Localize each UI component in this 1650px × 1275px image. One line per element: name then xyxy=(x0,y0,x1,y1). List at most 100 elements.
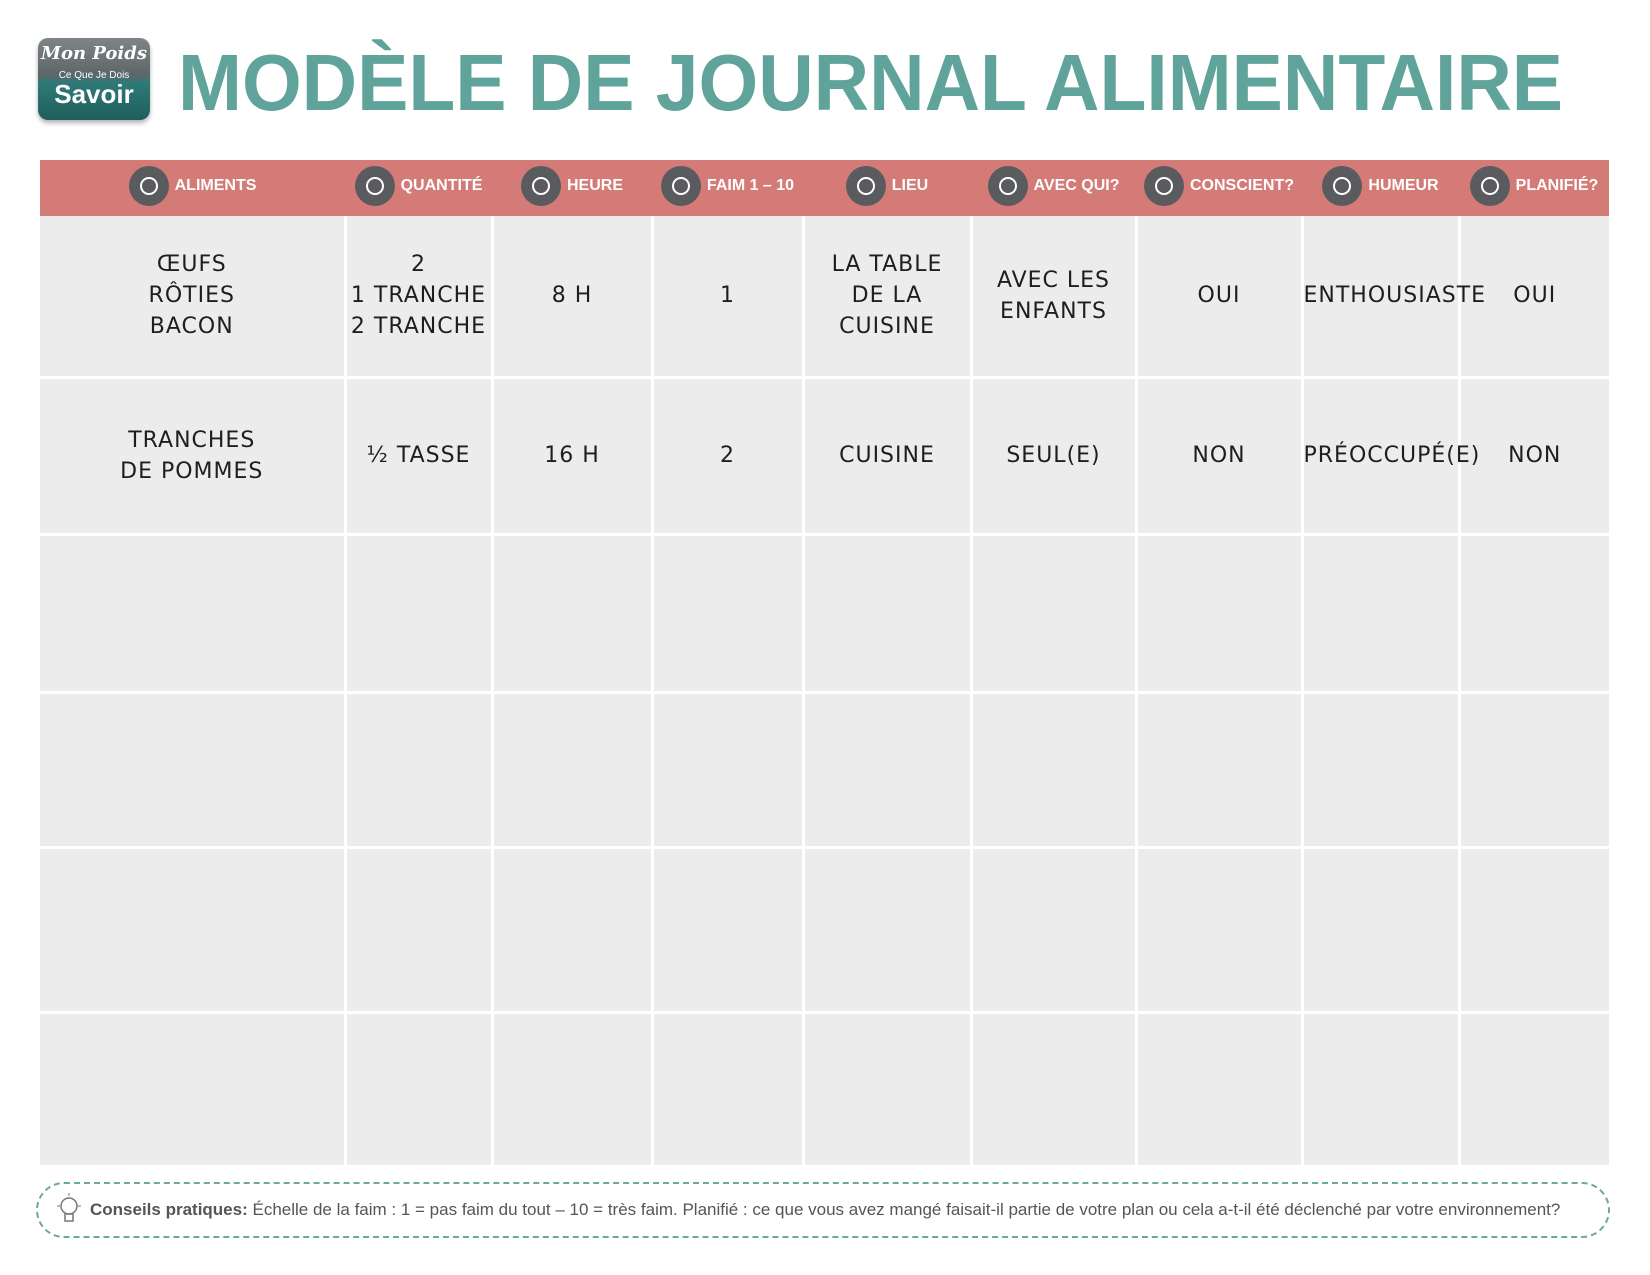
table-cell: 8 H xyxy=(490,216,654,379)
table-cell xyxy=(490,847,654,1014)
header-content: HEURE xyxy=(520,165,623,206)
table-body: ŒUFS RÔTIES BACON 2 1 TRANCHE 2 TRANCHE 8 … xyxy=(40,216,1609,1168)
table-cell: 1 xyxy=(650,216,805,379)
table-row: ŒUFS RÔTIES BACON 2 1 TRANCHE 2 TRANCHE 8 … xyxy=(40,216,1609,379)
table-cell xyxy=(490,1012,654,1168)
column-label: HUMEUR xyxy=(1368,176,1439,194)
table-cell: OUI xyxy=(1134,216,1304,379)
header-content: PLANIFIÉ? xyxy=(1469,165,1599,206)
column-header: QUANTITÉ xyxy=(345,160,492,216)
food-table: ALIMENTS QUANTITÉ HEURE FAIM 1 – 10 LIEU AVEC… xyxy=(40,160,1609,1168)
header-content: CONSCIENT? xyxy=(1144,165,1294,206)
logo-text: Ce Que Je Dois xyxy=(58,70,130,81)
column-icon xyxy=(1144,165,1184,206)
table-cell: PRÉOCCUPÉ(E) xyxy=(1300,377,1479,536)
table-cell xyxy=(969,534,1138,694)
table-cell xyxy=(40,847,347,1014)
table-cell xyxy=(650,692,805,849)
table-cell: 2 1 TRANCHE 2 TRANCHE xyxy=(343,216,494,379)
table-cell xyxy=(1134,692,1304,849)
column-label: QUANTITÉ xyxy=(400,176,483,194)
column-header: LIEU xyxy=(803,160,971,216)
table-cell: 16 H xyxy=(490,377,654,536)
column-header: FAIM 1 – 10 xyxy=(652,160,803,216)
table-cell: ENTHOUSIASTE xyxy=(1300,216,1485,379)
logo: Mon Poids Ce Que Je Dois Savoir xyxy=(38,38,150,120)
table-cell: TRANCHES DE POMMES xyxy=(40,377,347,536)
column-label: FAIM 1 – 10 xyxy=(706,176,795,194)
table-row xyxy=(40,692,1609,849)
column-icon xyxy=(128,165,169,206)
table-cell xyxy=(343,534,494,694)
tips-box: Conseils pratiques: Échelle de la faim :… xyxy=(36,1182,1610,1238)
column-icon xyxy=(845,165,886,206)
table-cell xyxy=(1457,692,1609,849)
table-cell xyxy=(343,1012,494,1168)
header-content: FAIM 1 – 10 xyxy=(660,165,795,206)
column-label: ALIMENTS xyxy=(174,176,257,194)
table-cell xyxy=(490,534,654,694)
bulb-icon xyxy=(57,1193,81,1222)
table-cell xyxy=(801,534,973,694)
table-cell xyxy=(1457,534,1609,694)
table-cell: LA TABLE DE LA CUISINE xyxy=(801,216,973,379)
column-label: CONSCIENT? xyxy=(1190,176,1294,194)
table-cell xyxy=(650,1012,805,1168)
table-head: ALIMENTS QUANTITÉ HEURE FAIM 1 – 10 LIEU AVEC… xyxy=(40,160,1609,216)
table-cell: NON xyxy=(1134,377,1304,536)
page-title: MODÈLE DE JOURNAL ALIMENTAIRE xyxy=(178,38,1563,122)
table-cell xyxy=(801,847,973,1014)
table-cell: AVEC LES ENFANTS xyxy=(969,216,1138,379)
column-icon xyxy=(520,165,561,206)
table-row xyxy=(40,534,1609,694)
table-cell xyxy=(1300,847,1461,1014)
header-content: ALIMENTS xyxy=(128,165,257,206)
table-cell: NON xyxy=(1457,377,1609,536)
column-header: HEURE xyxy=(492,160,652,216)
column-header: PLANIFIÉ? xyxy=(1459,160,1609,216)
table-cell xyxy=(969,847,1138,1014)
header-content: HUMEUR xyxy=(1322,165,1439,206)
table-cell xyxy=(1457,1012,1609,1168)
table-cell xyxy=(1457,847,1609,1014)
table-cell xyxy=(343,692,494,849)
table-cell xyxy=(650,847,805,1014)
table-cell xyxy=(1134,1012,1304,1168)
table-cell xyxy=(40,692,347,849)
table-row xyxy=(40,1012,1609,1168)
table-cell xyxy=(1134,534,1304,694)
table-cell: ŒUFS RÔTIES BACON xyxy=(40,216,347,379)
table-cell xyxy=(801,1012,973,1168)
table-cell xyxy=(40,534,347,694)
column-header: AVEC QUI? xyxy=(971,160,1136,216)
header-row: ALIMENTS QUANTITÉ HEURE FAIM 1 – 10 LIEU AVEC… xyxy=(40,160,1609,216)
table-cell xyxy=(969,692,1138,849)
column-label: PLANIFIÉ? xyxy=(1515,176,1599,194)
table-cell: CUISINE xyxy=(801,377,973,536)
tips-text: Échelle de la faim : 1 = pas faim du tou… xyxy=(252,1200,1561,1219)
table-row: TRANCHES DE POMMES ½ TASSE 16 H 2 CUISINE SEU… xyxy=(40,377,1609,536)
table-cell: SEUL(E) xyxy=(969,377,1138,536)
logo-text: Mon Poids xyxy=(41,43,147,64)
table-cell xyxy=(1300,1012,1461,1168)
header-content: AVEC QUI? xyxy=(987,165,1119,206)
title-box: MODÈLE DE JOURNAL ALIMENTAIRE xyxy=(178,38,1563,122)
table-cell: OUI xyxy=(1457,216,1609,379)
table-cell xyxy=(1300,534,1461,694)
column-label: HEURE xyxy=(566,176,623,194)
table-cell xyxy=(343,847,494,1014)
header-content: LIEU xyxy=(845,165,928,206)
table-cell: 2 xyxy=(650,377,805,536)
table-cell xyxy=(969,1012,1138,1168)
table-cell xyxy=(490,692,654,849)
column-header: HUMEUR xyxy=(1302,160,1459,216)
table-cell xyxy=(40,1012,347,1168)
column-icon xyxy=(660,165,701,206)
table-cell xyxy=(801,692,973,849)
table-cell xyxy=(1300,692,1461,849)
table-cell xyxy=(650,534,805,694)
column-icon xyxy=(354,165,395,206)
column-header: ALIMENTS xyxy=(40,160,345,216)
